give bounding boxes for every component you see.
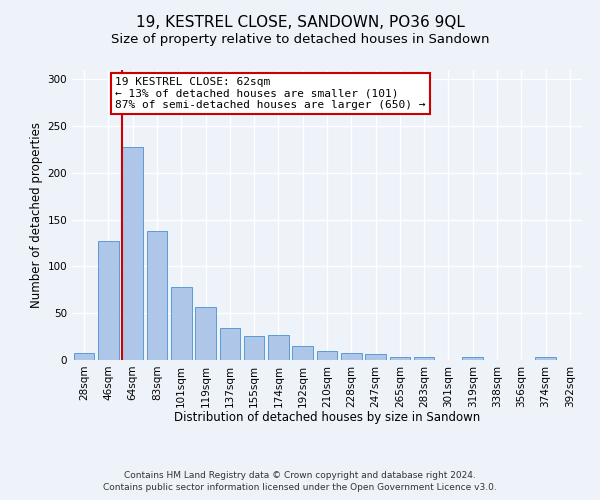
Y-axis label: Number of detached properties: Number of detached properties [30, 122, 43, 308]
Bar [341, 352, 362, 360]
Bar [171, 287, 191, 360]
Bar [244, 336, 265, 360]
Bar [268, 334, 289, 360]
Text: Size of property relative to detached houses in Sandown: Size of property relative to detached ho… [111, 32, 489, 46]
Text: Contains HM Land Registry data © Crown copyright and database right 2024.
Contai: Contains HM Land Registry data © Crown c… [103, 471, 497, 492]
Bar [122, 146, 143, 360]
Bar [292, 346, 313, 360]
Text: 19 KESTREL CLOSE: 62sqm
← 13% of detached houses are smaller (101)
87% of semi-d: 19 KESTREL CLOSE: 62sqm ← 13% of detache… [115, 77, 426, 110]
Bar [317, 350, 337, 360]
Bar [220, 328, 240, 360]
Bar [146, 231, 167, 360]
Text: 19, KESTREL CLOSE, SANDOWN, PO36 9QL: 19, KESTREL CLOSE, SANDOWN, PO36 9QL [136, 15, 464, 30]
Bar [98, 241, 119, 360]
Bar [535, 357, 556, 360]
X-axis label: Distribution of detached houses by size in Sandown: Distribution of detached houses by size … [174, 411, 480, 424]
Bar [463, 357, 483, 360]
Bar [389, 357, 410, 360]
Bar [365, 354, 386, 360]
Bar [195, 306, 216, 360]
Bar [74, 352, 94, 360]
Bar [414, 357, 434, 360]
